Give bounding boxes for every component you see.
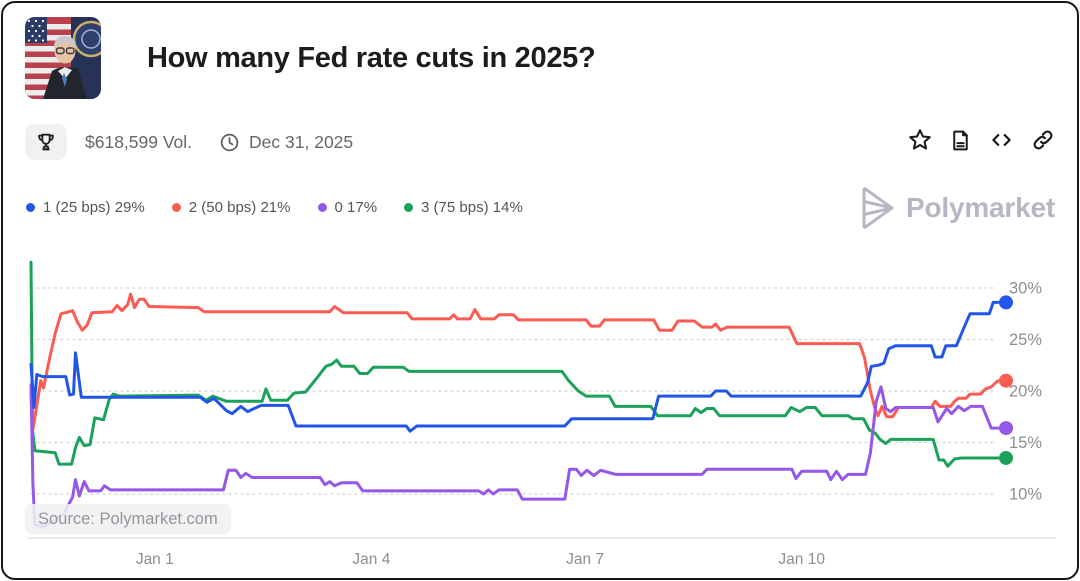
- end-date-label: Dec 31, 2025: [249, 131, 354, 152]
- legend-item-1-25bps[interactable]: 1 (25 bps) 29%: [26, 199, 145, 216]
- document-icon: [953, 130, 968, 150]
- chart-legend: 1 (25 bps) 29% 2 (50 bps) 21% 0 17% 3 (7…: [26, 199, 523, 216]
- code-icon: [992, 133, 1011, 147]
- series-line-2-50-bps-[interactable]: [29, 292, 1000, 434]
- legend-label: 0 17%: [334, 199, 378, 216]
- x-tick-label: Jan 7: [566, 551, 604, 568]
- link-icon: [1033, 130, 1053, 150]
- actions-toolbar: [907, 127, 1056, 153]
- y-tick-label: 10%: [1009, 486, 1042, 504]
- fed-seal: [72, 20, 101, 58]
- market-avatar: [25, 17, 101, 99]
- powell-flag-image: [25, 17, 101, 99]
- legend-dot-purple: [317, 203, 327, 212]
- leaderboard-button[interactable]: [25, 124, 67, 160]
- series-end-dot: [999, 421, 1013, 436]
- favorite-button[interactable]: [907, 127, 933, 153]
- series-end-dot: [999, 450, 1013, 465]
- x-tick-label: Jan 1: [136, 551, 174, 568]
- y-tick-label: 15%: [1009, 434, 1042, 452]
- legend-item-2-50bps[interactable]: 2 (50 bps) 21%: [171, 199, 291, 216]
- legend-dot-red: [171, 203, 181, 212]
- star-icon: [909, 129, 931, 150]
- stats-row: $618,599 Vol. Dec 31, 2025: [25, 123, 353, 161]
- legend-label: 2 (50 bps) 21%: [188, 199, 291, 216]
- y-tick-label: 30%: [1009, 280, 1042, 298]
- x-tick-label: Jan 4: [352, 551, 390, 568]
- legend-label: 1 (25 bps) 29%: [43, 199, 145, 216]
- probability-line-chart[interactable]: 30% 25% 20% 15% 10% Jan 1 Jan 4 Jan 7 Jan 10: [3, 3, 1079, 580]
- legend-label: 3 (75 bps) 14%: [421, 199, 523, 216]
- trophy-icon: [38, 133, 54, 151]
- polymarket-wordmark: Polymarket: [906, 192, 1055, 223]
- y-tick-label: 20%: [1009, 383, 1042, 401]
- series-line-0[interactable]: [29, 383, 1000, 529]
- polymarket-logo: Polymarket: [857, 184, 1055, 232]
- y-tick-label: 25%: [1009, 331, 1042, 349]
- news-button[interactable]: [948, 128, 973, 153]
- series-end-dot: [999, 373, 1013, 388]
- series-line-3-75-bps-[interactable]: [29, 260, 1000, 468]
- x-tick-label: Jan 10: [778, 551, 825, 568]
- legend-dot-blue: [26, 203, 35, 212]
- legend-dot-green: [404, 203, 414, 212]
- volume-label: $618,599 Vol.: [85, 131, 193, 152]
- source-watermark: Source: Polymarket.com: [25, 504, 231, 534]
- embed-button[interactable]: [988, 127, 1015, 153]
- legend-item-3-75bps[interactable]: 3 (75 bps) 14%: [404, 199, 523, 216]
- clock-icon: [219, 132, 240, 153]
- powell-figure: [43, 36, 87, 99]
- copy-link-button[interactable]: [1030, 127, 1056, 153]
- series-line-1-25-bps-[interactable]: [29, 300, 1000, 433]
- legend-item-0[interactable]: 0 17%: [317, 199, 378, 216]
- polymarket-logomark: [862, 186, 894, 230]
- page-title: How many Fed rate cuts in 2025?: [147, 42, 596, 74]
- series-end-dot: [999, 295, 1013, 310]
